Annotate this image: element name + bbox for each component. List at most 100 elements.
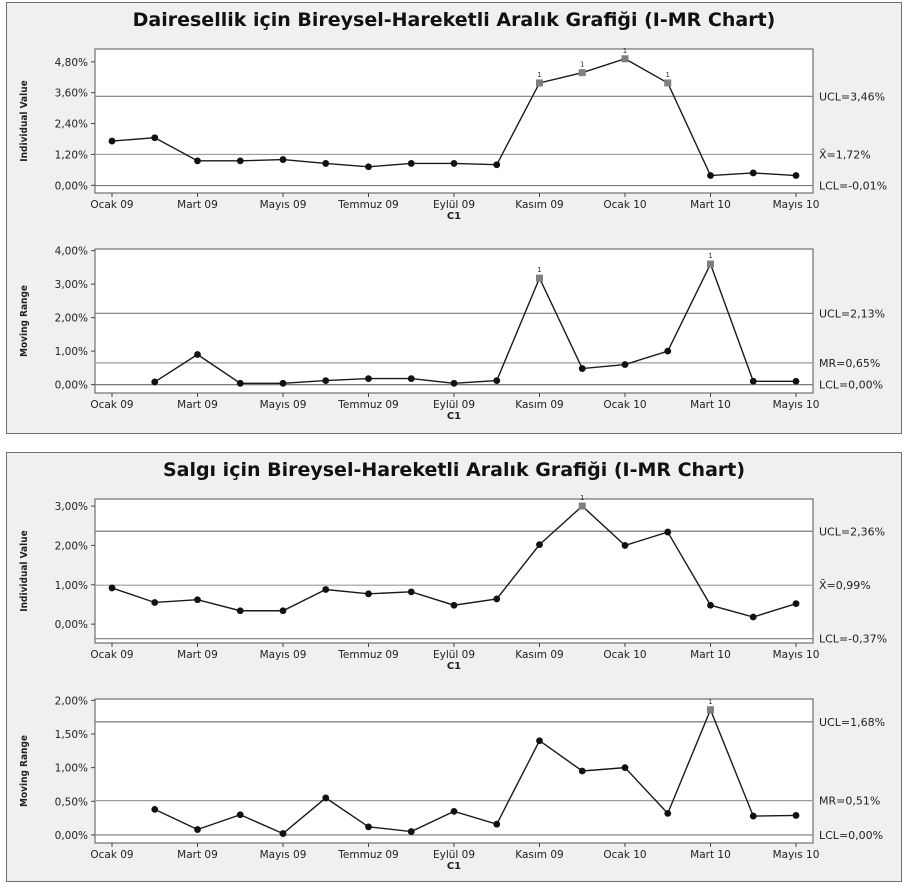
x-tick-label: Temmuz 09 — [337, 649, 398, 661]
x-tick-label: Eylül 09 — [433, 649, 475, 661]
flag-label: 1 — [708, 252, 712, 260]
data-point — [621, 542, 629, 549]
data-point — [194, 596, 201, 604]
data-point — [749, 613, 757, 621]
data-point — [279, 830, 287, 837]
series-line — [154, 262, 796, 384]
data-point — [493, 377, 501, 385]
plot-area — [94, 48, 814, 194]
flagged-point — [536, 79, 543, 87]
x-tick-label: Mayıs 10 — [773, 649, 820, 661]
data-point — [365, 823, 372, 831]
x-tick-label: Mart 09 — [177, 849, 218, 861]
data-point — [236, 157, 244, 165]
y-tick-label: 1,00% — [55, 763, 88, 775]
data-point — [322, 377, 330, 385]
y-axis-label: Individual Value — [19, 530, 30, 611]
x-tick-label: Ocak 10 — [603, 649, 646, 661]
x-tick-label: Temmuz 09 — [337, 849, 398, 861]
data-point — [365, 590, 372, 598]
data-point — [450, 379, 458, 387]
x-tick-label: Kasım 09 — [515, 649, 563, 661]
flag-label: 1 — [537, 71, 541, 79]
plot-area — [94, 248, 814, 394]
y-tick-label: 1,00% — [55, 346, 88, 358]
y-tick-label: 2,00% — [55, 313, 88, 325]
plot-area — [94, 498, 814, 644]
data-point — [108, 137, 116, 145]
center-label: MR=0,65% — [819, 357, 880, 370]
x-axis-label: C1 — [447, 861, 461, 872]
x-tick-label: Mart 10 — [690, 649, 731, 661]
x-tick-label: Ocak 10 — [603, 399, 646, 411]
x-tick-label: Eylül 09 — [433, 849, 475, 861]
ucl-label: UCL=2,36% — [819, 525, 885, 538]
data-point — [194, 826, 201, 833]
lcl-label: LCL=-0,01% — [819, 180, 887, 193]
flagged-point — [664, 79, 672, 87]
chart-panel-salgi: Salgı için Bireysel-Hareketli Aralık Gra… — [6, 452, 902, 882]
data-point — [407, 375, 415, 382]
data-point — [151, 134, 159, 142]
x-tick-label: Temmuz 09 — [337, 399, 398, 411]
x-tick-label: Kasım 09 — [515, 849, 563, 861]
data-point — [365, 163, 372, 171]
data-point — [493, 161, 501, 169]
x-tick-label: Mayıs 10 — [773, 849, 820, 861]
series-line — [154, 707, 797, 835]
x-tick-label: Temmuz 09 — [337, 199, 398, 211]
x-tick-label: Mayıs 09 — [260, 399, 307, 411]
y-tick-label: 4,80% — [55, 57, 88, 69]
data-point — [450, 807, 458, 815]
x-tick-label: Mayıs 09 — [260, 649, 307, 661]
x-tick-label: Mayıs 09 — [260, 849, 307, 861]
y-tick-label: 4,00% — [55, 246, 88, 258]
x-tick-label: Ocak 10 — [603, 199, 646, 211]
flag-label: 1 — [623, 47, 627, 55]
data-point — [749, 169, 757, 177]
flagged-point — [707, 260, 714, 268]
x-tick-label: Eylül 09 — [433, 399, 475, 411]
data-point — [792, 600, 800, 608]
y-tick-label: 0,00% — [55, 830, 88, 842]
x-tick-label: Mart 09 — [177, 199, 218, 211]
y-tick-label: 0,00% — [55, 180, 88, 192]
chart-title: Salgı için Bireysel-Hareketli Aralık Gra… — [162, 459, 746, 481]
y-tick-label: 0,00% — [55, 619, 88, 631]
data-point — [407, 160, 415, 167]
x-axis-label: C1 — [447, 211, 461, 222]
data-point — [493, 820, 501, 828]
y-tick-label: 1,20% — [55, 149, 88, 161]
data-point — [707, 601, 714, 609]
y-tick-label: 3,00% — [55, 501, 88, 513]
data-point — [151, 805, 159, 813]
x-tick-label: Ocak 09 — [90, 849, 133, 861]
plot-area — [94, 698, 814, 844]
ucl-label: UCL=3,46% — [819, 90, 885, 103]
flagged-point — [536, 274, 543, 282]
flag-label: 1 — [537, 266, 541, 274]
y-tick-label: 2,40% — [55, 119, 88, 131]
y-tick-label: 2,00% — [55, 540, 88, 552]
data-point — [151, 378, 159, 386]
x-tick-label: Kasım 09 — [515, 399, 563, 411]
y-tick-label: 0,50% — [55, 796, 88, 808]
x-tick-label: Mart 10 — [690, 849, 731, 861]
flag-label: 1 — [708, 698, 712, 706]
x-tick-label: Mart 10 — [690, 199, 731, 211]
data-point — [108, 584, 116, 592]
data-point — [151, 599, 159, 606]
data-point — [450, 601, 458, 609]
lcl-label: LCL=0,00% — [819, 829, 883, 842]
lcl-label: LCL=0,00% — [819, 379, 883, 392]
flag-label: 1 — [580, 61, 584, 69]
x-tick-label: Mart 09 — [177, 649, 218, 661]
y-tick-label: 1,00% — [55, 580, 88, 592]
data-point — [236, 607, 244, 615]
flagged-point — [707, 706, 714, 714]
x-tick-label: Ocak 09 — [90, 399, 133, 411]
data-point — [279, 156, 287, 163]
data-point — [493, 595, 501, 603]
x-axis-label: C1 — [447, 411, 461, 422]
data-point — [407, 828, 415, 835]
